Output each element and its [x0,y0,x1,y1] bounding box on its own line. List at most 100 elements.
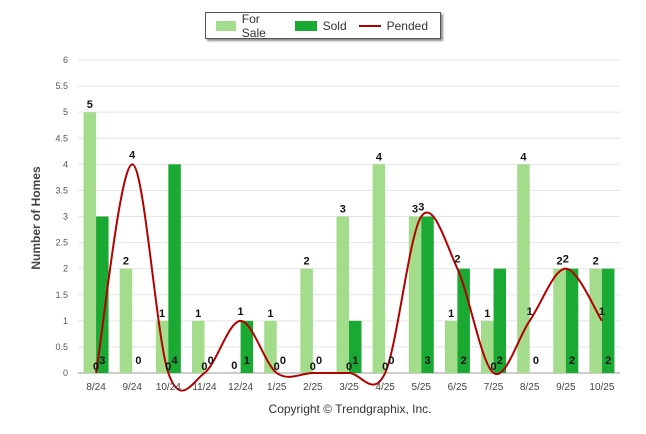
data-label-sold: 3 [424,355,430,367]
data-label-for-sale: 5 [87,99,93,111]
copyright-text: Copyright © Trendgraphix, Inc. [268,402,432,416]
data-label-sold: 0 [208,355,214,367]
bar-for-sale [481,320,494,373]
data-label-pended: 0 [274,361,280,373]
bar-sold [565,268,579,373]
y-tick-label: 6 [63,55,68,65]
bar-for-sale [300,268,313,373]
bar-for-sale [444,320,458,373]
data-label-for-sale: 3 [340,204,346,216]
y-tick-label: 0.5 [55,342,68,352]
x-tick-label: 2/25 [303,382,323,393]
pended-swatch [358,24,381,27]
data-label-pended: 0 [310,361,316,373]
bar-for-sale [336,216,349,373]
data-label-pended: 1 [238,306,244,318]
y-tick-label: 0 [63,368,68,378]
data-label-pended: 0 [201,361,207,373]
data-label-for-sale: 3 [412,204,418,216]
x-tick-label: 10/25 [589,382,614,393]
bar-for-sale [191,320,205,373]
data-label-pended: 0 [93,361,99,373]
bar-sold [96,216,109,373]
data-label-sold: 0 [280,355,286,367]
data-label-for-sale: 1 [195,308,201,320]
legend-item-sold[interactable]: Sold [294,18,347,33]
bar-for-sale [553,268,566,373]
data-label-for-sale: 4 [376,151,383,163]
bar-for-sale [372,164,386,373]
x-tick-label: 5/25 [412,382,432,393]
bar-for-sale [589,268,602,373]
data-label-sold: 2 [497,355,503,367]
data-label-pended: 1 [599,306,605,318]
x-tick-label: 9/24 [122,382,142,393]
bar-sold [601,268,615,373]
bar-for-sale [517,164,530,373]
x-tick-label: 12/24 [228,382,253,393]
y-tick-label: 2 [63,264,68,274]
x-tick-label: 3/25 [339,382,359,393]
y-tick-label: 2.5 [55,238,68,248]
bar-sold [493,268,507,373]
data-label-for-sale: 4 [520,151,527,163]
data-label-sold: 0 [135,355,141,367]
bar-for-sale [83,112,97,374]
data-label-pended: 0 [490,361,496,373]
pended-line-layer [95,163,603,392]
legend-label-sold: Sold [322,18,347,33]
data-label-for-sale: 2 [123,256,129,268]
data-label-pended: 2 [563,254,569,266]
data-label-pended: 0 [382,361,388,373]
x-axis-ticks: 8/24 9/24 10/24 11/24 12/24 1/25 2/25 3/25 4/25 5… [86,382,615,393]
legend-label-pended: Pended [386,18,428,33]
x-tick-label: 10/24 [156,382,181,393]
legend-item-for-sale[interactable]: For Sale [216,12,283,40]
y-tick-label: 5 [63,107,68,117]
data-label-for-sale: 1 [159,308,165,320]
sold-swatch [294,20,317,31]
data-label-for-sale: 1 [267,308,273,320]
data-label-pended: 4 [129,149,136,161]
data-label-pended: 3 [418,202,424,214]
pended-line [95,163,603,392]
y-tick-label: 4.5 [55,133,68,143]
data-label-sold: 2 [461,355,467,367]
data-label-sold: 1 [352,355,358,367]
data-label-for-sale: 1 [448,308,454,320]
data-label-sold: 0 [316,355,322,367]
bar-for-sale [408,216,422,373]
bars [83,112,615,374]
x-tick-label: 6/25 [448,382,468,393]
data-label-pended: 0 [165,361,171,373]
data-label-for-sale: 2 [556,256,562,268]
x-tick-label: 4/25 [375,382,395,393]
y-axis-ticks: 0 0.5 1 1.5 2 2.5 3 3.5 4 4.5 5 5.5 6 [55,55,68,378]
bar-sold [240,320,254,373]
x-tick-label: 1/25 [267,382,287,393]
data-label-sold: 2 [605,355,611,367]
data-label-sold: 4 [172,355,179,367]
data-label-for-sale: 2 [304,256,310,268]
data-label-sold: 1 [244,355,250,367]
bar-for-sale [119,268,133,373]
x-tick-label: 11/24 [192,382,217,393]
data-label-for-sale: 0 [231,360,237,372]
bar-sold [349,320,362,373]
bar-sold [168,164,181,373]
x-tick-label: 8/24 [86,382,106,393]
data-label-pended: 0 [346,361,352,373]
data-label-pended: 2 [454,254,460,266]
y-tick-label: 4 [63,159,68,169]
y-tick-label: 3 [63,212,68,222]
for-sale-swatch [216,20,236,31]
data-label-sold: 3 [99,355,105,367]
bar-sold [421,216,434,373]
x-tick-label: 7/25 [484,382,504,393]
x-tick-label: 8/25 [520,382,540,393]
y-tick-label: 3.5 [55,185,68,195]
legend-item-pended[interactable]: Pended [358,18,428,33]
data-label-pended: 1 [527,306,533,318]
y-tick-label: 1.5 [55,290,68,300]
